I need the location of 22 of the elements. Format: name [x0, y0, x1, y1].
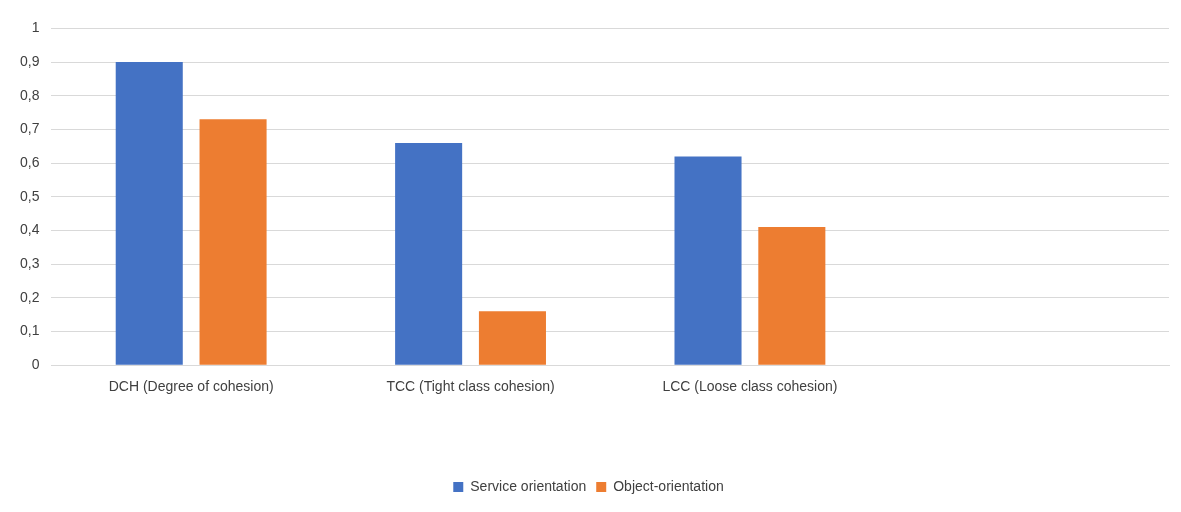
bar [115, 62, 183, 365]
bar [199, 119, 267, 365]
y-tick-label: 0,2 [19, 288, 40, 305]
bar [478, 311, 546, 365]
y-tick-label: 0,9 [19, 52, 40, 69]
y-tick-label: 0 [31, 356, 40, 373]
legend-label: Service orientation [470, 477, 587, 494]
y-tick-label: 0,8 [19, 86, 40, 103]
y-tick-label: 0,5 [19, 187, 40, 204]
y-tick-label: 0,1 [19, 322, 40, 339]
y-tick-label: 0,4 [19, 221, 40, 238]
x-tick-label: LCC (Loose class cohesion) [662, 378, 838, 395]
y-tick-label: 0,3 [19, 255, 40, 272]
bar [674, 156, 742, 365]
x-tick-label: TCC (Tight class cohesion) [386, 378, 555, 395]
bar [395, 142, 463, 365]
legend-label: Object-orientation [613, 477, 724, 494]
y-tick-label: 0,6 [19, 153, 40, 170]
bar [758, 227, 826, 365]
x-tick-label: DCH (Degree of cohesion) [108, 378, 274, 395]
y-tick-label: 1 [31, 19, 40, 36]
y-tick-label: 0,7 [19, 120, 40, 137]
